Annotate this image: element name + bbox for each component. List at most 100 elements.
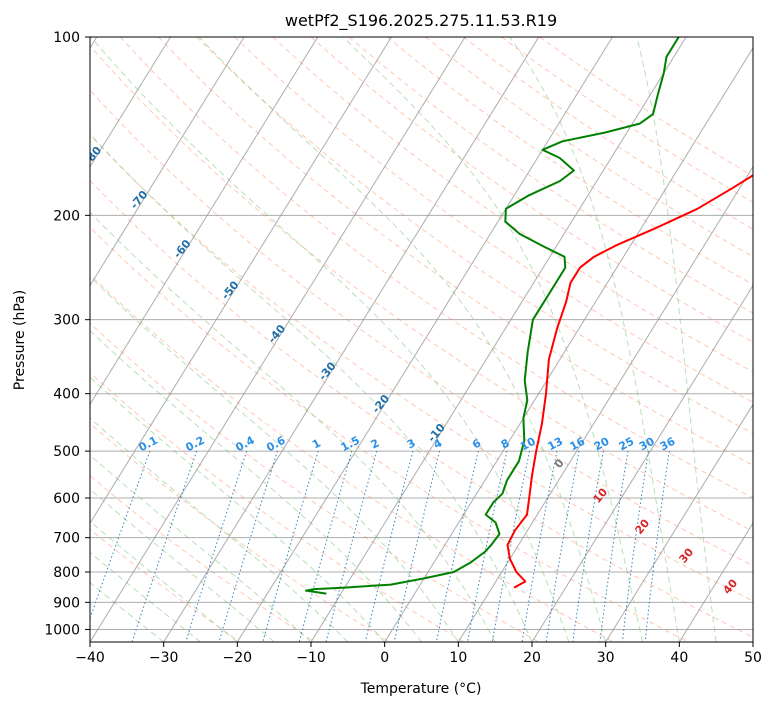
mixing-ratio-label: 25	[617, 435, 637, 454]
y-tick-label: 900	[53, 595, 80, 611]
x-tick-label: 10	[449, 650, 467, 666]
isotherm-line	[605, 403, 753, 642]
dry-adiabat-line	[90, 274, 614, 642]
mixing-ratio-line	[185, 450, 248, 642]
isotherm-line	[384, 46, 753, 642]
x-tick-label: −30	[149, 650, 179, 666]
isotherm-label: -30	[316, 359, 339, 383]
moist-adiabats	[90, 37, 717, 642]
y-axis-ticks: 100 200 300 400 500 600 700 800 900 1000	[44, 30, 90, 638]
mixing-ratio-label: 8	[499, 436, 512, 451]
dry-adiabat-line	[310, 37, 753, 343]
x-tick-label: −20	[223, 650, 253, 666]
mixing-ratio-line	[393, 450, 440, 642]
y-tick-label: 200	[53, 208, 80, 224]
y-tick-label: 600	[53, 491, 80, 507]
mixing-ratio-label: 16	[568, 435, 588, 454]
mixing-ratio-line	[298, 450, 353, 642]
isobar-gridlines	[90, 37, 753, 630]
dry-adiabat-line	[90, 89, 753, 567]
isotherm-line	[752, 641, 753, 642]
dewpoint-profile-line	[305, 37, 680, 595]
moist-adiabat-line	[90, 551, 201, 642]
mixing-ratio-line	[131, 450, 198, 642]
dry-adiabat-line	[90, 134, 753, 602]
dry-adiabat-line	[90, 322, 540, 642]
y-tick-label: 500	[53, 444, 80, 460]
x-tick-label: 0	[380, 650, 389, 666]
mixing-ratio-label: 2	[369, 436, 382, 451]
mixing-ratio-line	[521, 451, 558, 642]
moist-adiabat-line	[90, 520, 238, 642]
moist-adiabat-line	[90, 211, 496, 642]
mixing-ratio-line	[435, 450, 479, 642]
isotherm-label: -90	[35, 100, 58, 124]
isotherm-label: -70	[128, 188, 151, 212]
moist-adiabat-line	[90, 417, 349, 642]
mixing-ratio-label: 3	[405, 436, 418, 451]
mixing-ratio-line	[218, 450, 279, 642]
isotherm-line	[90, 37, 171, 168]
x-tick-label: 30	[597, 650, 615, 666]
isotherm-label: -50	[219, 278, 242, 302]
isotherm-line	[90, 37, 466, 642]
moist-adiabat-label: 10	[590, 485, 610, 505]
moist-adiabat-line	[342, 37, 643, 642]
mixing-ratio-line	[467, 450, 508, 642]
x-tick-label: −10	[296, 650, 326, 666]
moist-adiabat-label: 30	[676, 545, 696, 565]
dry-adiabat-line	[90, 528, 241, 642]
mixing-ratio-line	[644, 451, 670, 642]
x-tick-label: −40	[75, 650, 105, 666]
isotherm-line	[163, 37, 540, 642]
moist-adiabat-line	[509, 37, 680, 642]
y-tick-label: 400	[53, 387, 80, 403]
moist-adiabat-line	[90, 37, 570, 642]
y-tick-label: 1000	[44, 622, 80, 638]
isotherm-label: -40	[265, 322, 288, 346]
y-axis-title: Pressure (hPa)	[12, 290, 28, 390]
y-tick-label: 300	[53, 313, 80, 329]
dry-adiabat-line	[386, 37, 753, 286]
isotherm-line	[90, 37, 392, 525]
isotherm-line	[90, 37, 319, 406]
dry-adiabat-line	[539, 37, 753, 177]
isotherm-line	[90, 37, 245, 287]
dry-adiabat-line	[90, 422, 390, 642]
plot-frame	[89, 36, 754, 643]
moist-adiabat-label: 40	[720, 576, 740, 596]
moist-adiabat-line	[90, 275, 459, 642]
mixing-ratio-lines	[90, 450, 670, 642]
y-tick-label: 800	[53, 565, 80, 581]
isotherm-line	[457, 165, 753, 642]
dry-adiabat-line	[90, 45, 753, 532]
mixing-ratio-label: 20	[592, 435, 612, 454]
mixing-ratio-line	[90, 450, 151, 620]
chart-title: wetPf2_S196.2025.275.11.53.R19	[285, 11, 557, 31]
mixing-ratio-label: 4	[431, 436, 444, 451]
x-tick-label: 40	[670, 650, 688, 666]
x-axis-title: Temperature (°C)	[360, 681, 482, 697]
mixing-ratio-line	[545, 451, 580, 642]
plot-area: -100-90-80-70-60-50-40-30-20-100.1 0.2 0.4…	[0, 37, 753, 642]
dry-adiabat-line	[272, 37, 753, 373]
dry-adiabat-line	[463, 37, 753, 230]
dry-adiabat-line	[90, 372, 465, 642]
moist-adiabat-line	[90, 581, 164, 642]
sounding-profiles	[305, 37, 753, 595]
mixing-ratio-line	[262, 450, 319, 642]
dry-adiabats	[90, 37, 753, 642]
dry-adiabat-line	[348, 37, 753, 314]
mixing-ratio-label: 36	[658, 435, 678, 454]
moist-adiabat-label: 0	[552, 456, 567, 470]
isotherm-label: -100	[0, 44, 19, 74]
isotherm-line	[310, 37, 687, 642]
mixing-ratio-line	[572, 451, 604, 642]
mixing-ratio-line	[364, 450, 414, 642]
moist-adiabat-line	[90, 329, 422, 642]
isotherm-line	[236, 37, 613, 642]
mixing-ratio-line	[621, 451, 649, 642]
moist-adiabat-line	[90, 454, 312, 642]
mixing-ratio-label: 13	[545, 435, 565, 454]
